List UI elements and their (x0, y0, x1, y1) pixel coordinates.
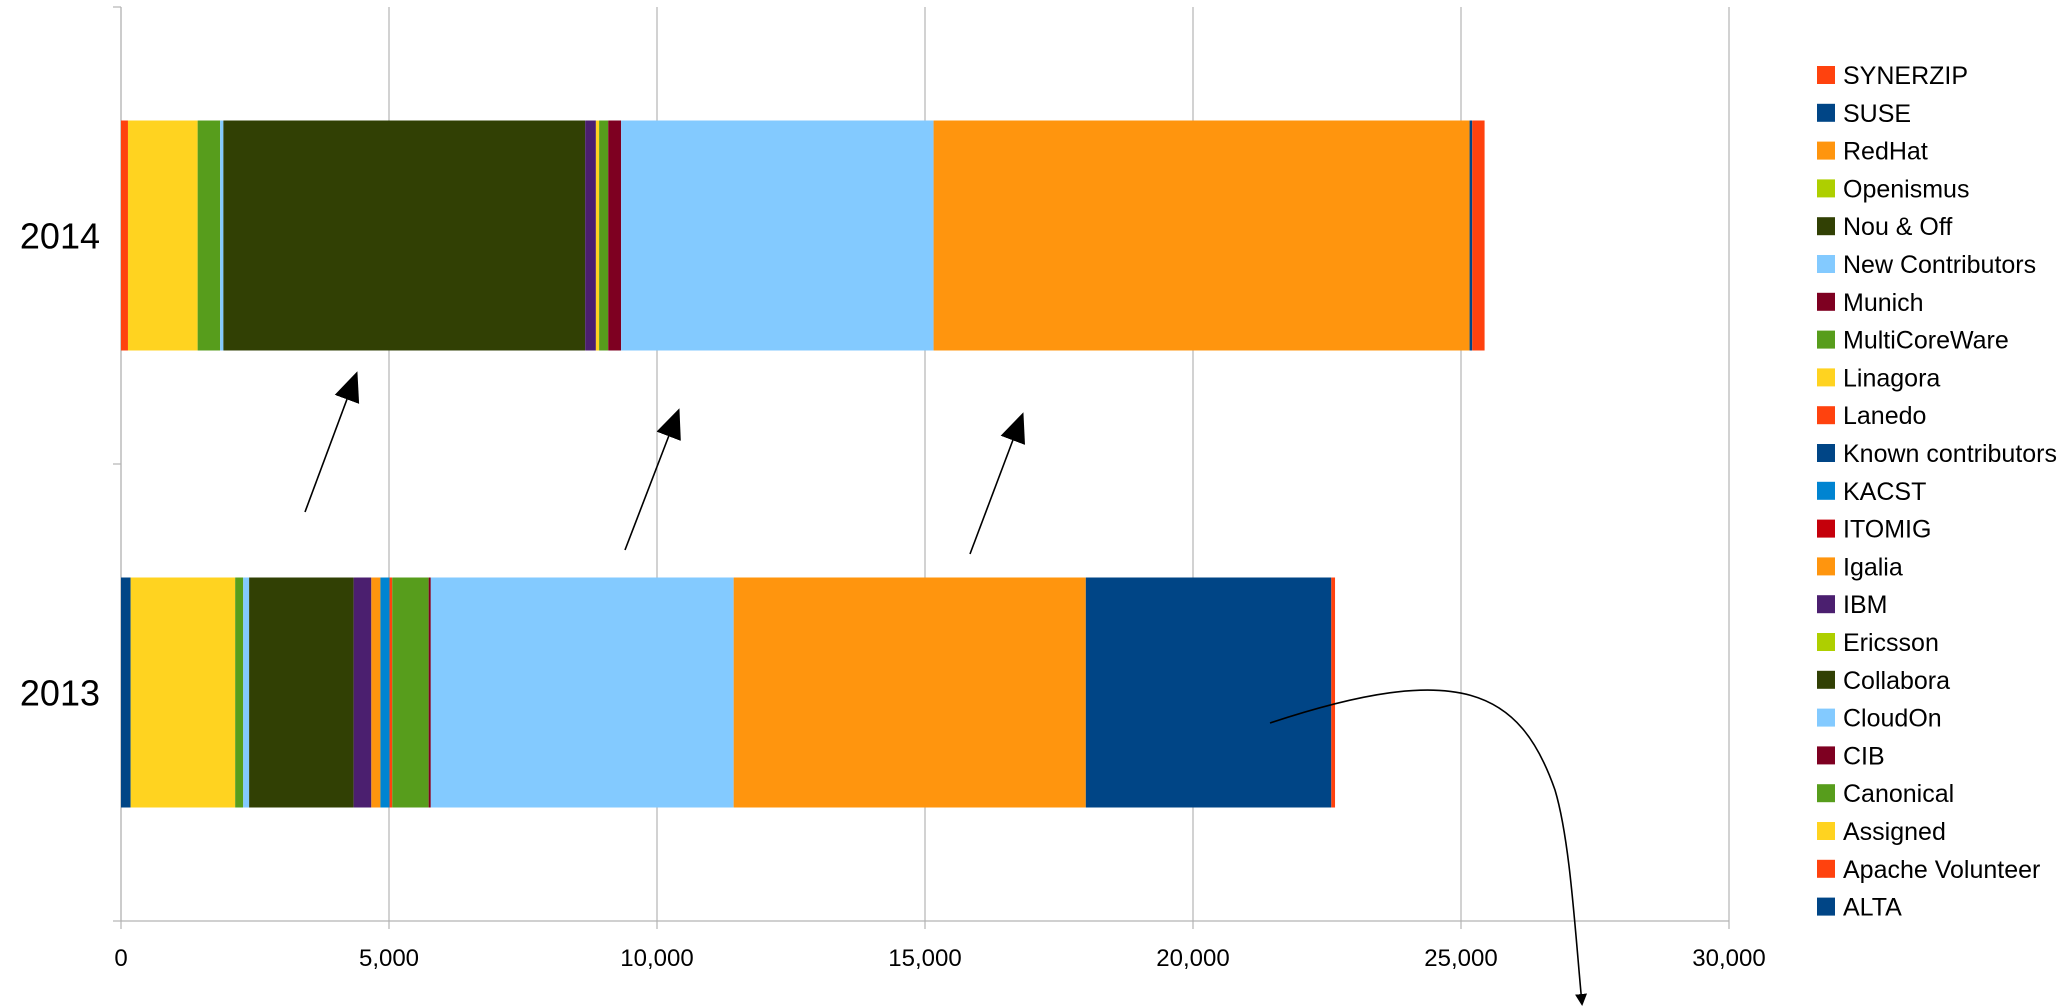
legend-label-canonical: Canonical (1843, 780, 1954, 808)
bar-segment-ibm-2014 (585, 120, 596, 351)
bars (121, 120, 1485, 808)
legend-label-openismus: Openismus (1843, 175, 1969, 203)
legend: SYNERZIP SUSE RedHat Openismus Nou & Off New … (1817, 62, 2057, 922)
bar-segment-redhat-2013 (733, 577, 1086, 808)
bar-segment-cloudon-2013 (243, 577, 250, 808)
bar-segment-lanedo-2013 (389, 577, 393, 808)
legend-label-nou-and-off: Nou & Off (1843, 213, 1952, 241)
legend-label-cib: CIB (1843, 742, 1885, 770)
legend-swatch-ericsson (1817, 633, 1835, 651)
legend-swatch-igalia (1817, 557, 1835, 576)
legend-swatch-itomig (1817, 519, 1835, 538)
legend-label-itomig: ITOMIG (1843, 516, 1931, 544)
legend-label-suse: SUSE (1843, 100, 1911, 128)
bar-segment-suse-2013 (1085, 577, 1332, 808)
annotation-arrow (969, 412, 1025, 555)
legend-label-apache-volunteer: Apache Volunteer (1843, 856, 2040, 884)
axes: 0 5,000 10,000 15,000 20,000 25,000 30,000 2014… (20, 6, 1766, 972)
legend-swatch-linagora (1817, 368, 1835, 387)
legend-swatch-munich (1817, 292, 1835, 311)
x-tick-label: 10,000 (620, 945, 693, 972)
annotation-arrows (304, 371, 1588, 1006)
bar-segment-munich-2013 (428, 577, 431, 808)
legend-label-new-contributors: New Contributors (1843, 251, 2036, 279)
legend-label-linagora: Linagora (1843, 364, 1940, 392)
legend-swatch-cloudon (1817, 708, 1835, 727)
x-tick-label: 30,000 (1692, 945, 1765, 972)
legend-swatch-new-contributors (1817, 255, 1835, 273)
annotation-arrow (624, 408, 681, 551)
legend-label-known-contributors: Known contributors (1843, 440, 2057, 468)
legend-label-redhat: RedHat (1843, 138, 1928, 166)
y-category-label: 2014 (20, 216, 100, 257)
legend-swatch-apache-volunteer (1817, 859, 1835, 878)
legend-swatch-lanedo (1817, 406, 1835, 425)
legend-swatch-redhat (1817, 141, 1835, 160)
legend-label-alta: ALTA (1843, 894, 1902, 922)
bar-segment-munich-2014 (608, 120, 622, 351)
legend-label-igalia: Igalia (1843, 553, 1903, 581)
bar-segment-assigned-2013 (130, 577, 236, 808)
legend-label-ibm: IBM (1843, 591, 1887, 619)
bar-segment-assigned-2014 (127, 120, 198, 351)
legend-swatch-multicoreware (1817, 330, 1835, 349)
legend-swatch-canonical (1817, 784, 1835, 803)
bar-segment-igalia-2013 (371, 577, 381, 808)
legend-label-kacst: KACST (1843, 478, 1926, 506)
x-tick-label: 5,000 (359, 945, 419, 972)
bar-segment-apache-volunteer-2014 (121, 120, 128, 351)
legend-swatch-cib (1817, 746, 1835, 765)
legend-swatch-ibm (1817, 595, 1835, 614)
bar-segment-multicoreware-2013 (392, 577, 429, 808)
legend-label-ericsson: Ericsson (1843, 629, 1939, 657)
x-tick-label: 0 (114, 945, 127, 972)
legend-swatch-alta (1817, 897, 1835, 916)
bar-segment-canonical-2013 (235, 577, 244, 808)
bar-segment-kacst-2013 (380, 577, 390, 808)
y-category-label: 2013 (20, 673, 100, 714)
bar-segment-ibm-2013 (353, 577, 372, 808)
legend-swatch-known-contributors (1817, 444, 1835, 462)
legend-swatch-collabora (1817, 670, 1835, 689)
legend-swatch-openismus (1817, 179, 1835, 198)
x-tick-label: 25,000 (1424, 945, 1497, 972)
annotation-arrow (304, 371, 360, 513)
x-tick-label: 15,000 (888, 945, 961, 972)
bar-segment-synerzip-2014 (1472, 120, 1485, 351)
legend-label-assigned: Assigned (1843, 818, 1946, 846)
legend-label-collabora: Collabora (1843, 667, 1950, 695)
x-tick-label: 20,000 (1156, 945, 1229, 972)
bar-segment-new-contributors-2014 (621, 120, 934, 351)
bar-segment-new-contributors-2013 (430, 577, 734, 808)
legend-label-munich: Munich (1843, 289, 1924, 317)
annotation-curve-arrow (1269, 689, 1588, 1006)
legend-label-lanedo: Lanedo (1843, 402, 1926, 430)
bar-segment-canonical-2014 (197, 120, 221, 351)
legend-swatch-kacst (1817, 481, 1835, 500)
bar-segment-cloudon-2014 (220, 120, 224, 351)
legend-swatch-nou-and-off (1817, 217, 1835, 236)
bar-segment-suse-2014 (1469, 120, 1473, 351)
legend-swatch-assigned (1817, 822, 1835, 840)
bar-segment-multicoreware-2014 (599, 120, 609, 351)
bar-segment-redhat-2014 (933, 120, 1470, 351)
bar-segment-synerzip-2013 (1331, 577, 1336, 808)
bar-segment-collabora-2013 (249, 577, 354, 808)
legend-label-cloudon: CloudOn (1843, 705, 1942, 733)
legend-label-synerzip: SYNERZIP (1843, 62, 1968, 90)
legend-swatch-synerzip (1817, 66, 1835, 84)
bar-segment-collabora-2014 (223, 120, 586, 351)
legend-label-multicoreware: MultiCoreWare (1843, 327, 2009, 355)
bar-segment-alta-2013 (121, 577, 131, 808)
bar-segment-linagora-2014 (595, 120, 600, 351)
legend-swatch-suse (1817, 103, 1835, 122)
